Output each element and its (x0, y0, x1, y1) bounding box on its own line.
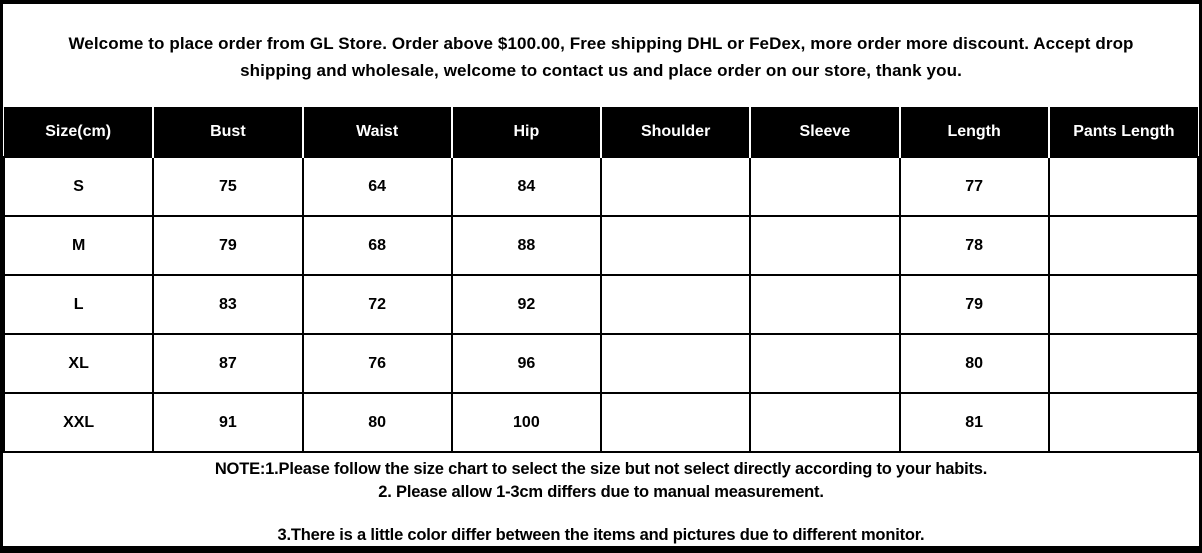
size-row-m: M 79 68 88 78 (3, 215, 1199, 276)
cell-hip: 100 (450, 392, 603, 453)
cell-hip: 84 (450, 156, 603, 217)
cell-waist: 76 (301, 333, 453, 394)
cell-pants-length (1047, 215, 1199, 276)
column-header-bust: Bust (152, 107, 303, 157)
cell-shoulder (599, 156, 752, 217)
cell-size: XXL (3, 392, 155, 453)
cell-length: 81 (898, 392, 1050, 453)
cell-length: 78 (898, 215, 1050, 276)
cell-bust: 87 (152, 333, 304, 394)
cell-size: M (3, 215, 155, 276)
cell-pants-length (1047, 156, 1199, 217)
cell-bust: 75 (152, 156, 304, 217)
size-row-xl: XL 87 76 96 80 (3, 333, 1199, 394)
size-chart-header-row: Size(cm) Bust Waist Hip Shoulder Sleeve … (4, 107, 1198, 157)
cell-sleeve (749, 274, 901, 335)
note-line-2: 2. Please allow 1-3cm differs due to man… (378, 483, 824, 501)
cell-sleeve (749, 333, 901, 394)
notes-section: NOTE:1.Please follow the size chart to s… (3, 453, 1199, 546)
size-chart-table: Size(cm) Bust Waist Hip Shoulder Sleeve … (3, 107, 1199, 453)
size-row-s: S 75 64 84 77 (3, 156, 1199, 217)
welcome-banner: Welcome to place order from GL Store. Or… (3, 4, 1199, 107)
column-header-shoulder: Shoulder (599, 107, 751, 157)
column-header-length: Length (898, 107, 1049, 157)
column-header-size: Size(cm) (4, 107, 154, 157)
cell-size: S (3, 156, 155, 217)
size-row-xxl: XXL 91 80 100 81 (3, 392, 1199, 453)
size-row-l: L 83 72 92 79 (3, 274, 1199, 335)
cell-length: 80 (898, 333, 1050, 394)
welcome-line-1: Welcome to place order from GL Store. Or… (68, 34, 1134, 53)
cell-length: 77 (898, 156, 1050, 217)
cell-hip: 88 (450, 215, 603, 276)
cell-bust: 91 (152, 392, 304, 453)
cell-size: L (3, 274, 155, 335)
cell-waist: 72 (301, 274, 453, 335)
welcome-line-2: shipping and wholesale, welcome to conta… (240, 61, 962, 80)
cell-shoulder (599, 274, 752, 335)
cell-shoulder (599, 333, 752, 394)
column-header-pants-length: Pants Length (1047, 107, 1198, 157)
cell-shoulder (599, 215, 752, 276)
cell-pants-length (1047, 333, 1199, 394)
cell-length: 79 (898, 274, 1050, 335)
cell-bust: 83 (152, 274, 304, 335)
cell-shoulder (599, 392, 752, 453)
cell-pants-length (1047, 392, 1199, 453)
cell-sleeve (749, 215, 901, 276)
cell-size: XL (3, 333, 155, 394)
cell-sleeve (749, 156, 901, 217)
cell-bust: 79 (152, 215, 304, 276)
cell-pants-length (1047, 274, 1199, 335)
note-line-1: NOTE:1.Please follow the size chart to s… (214, 460, 988, 478)
cell-waist: 80 (301, 392, 453, 453)
note-line-3: 3.There is a little color differ between… (277, 526, 925, 544)
cell-sleeve (749, 392, 901, 453)
column-header-sleeve: Sleeve (749, 107, 900, 157)
cell-hip: 92 (450, 274, 603, 335)
cell-waist: 64 (301, 156, 453, 217)
column-header-hip: Hip (450, 107, 601, 157)
cell-hip: 96 (450, 333, 603, 394)
cell-waist: 68 (301, 215, 453, 276)
column-header-waist: Waist (301, 107, 452, 157)
